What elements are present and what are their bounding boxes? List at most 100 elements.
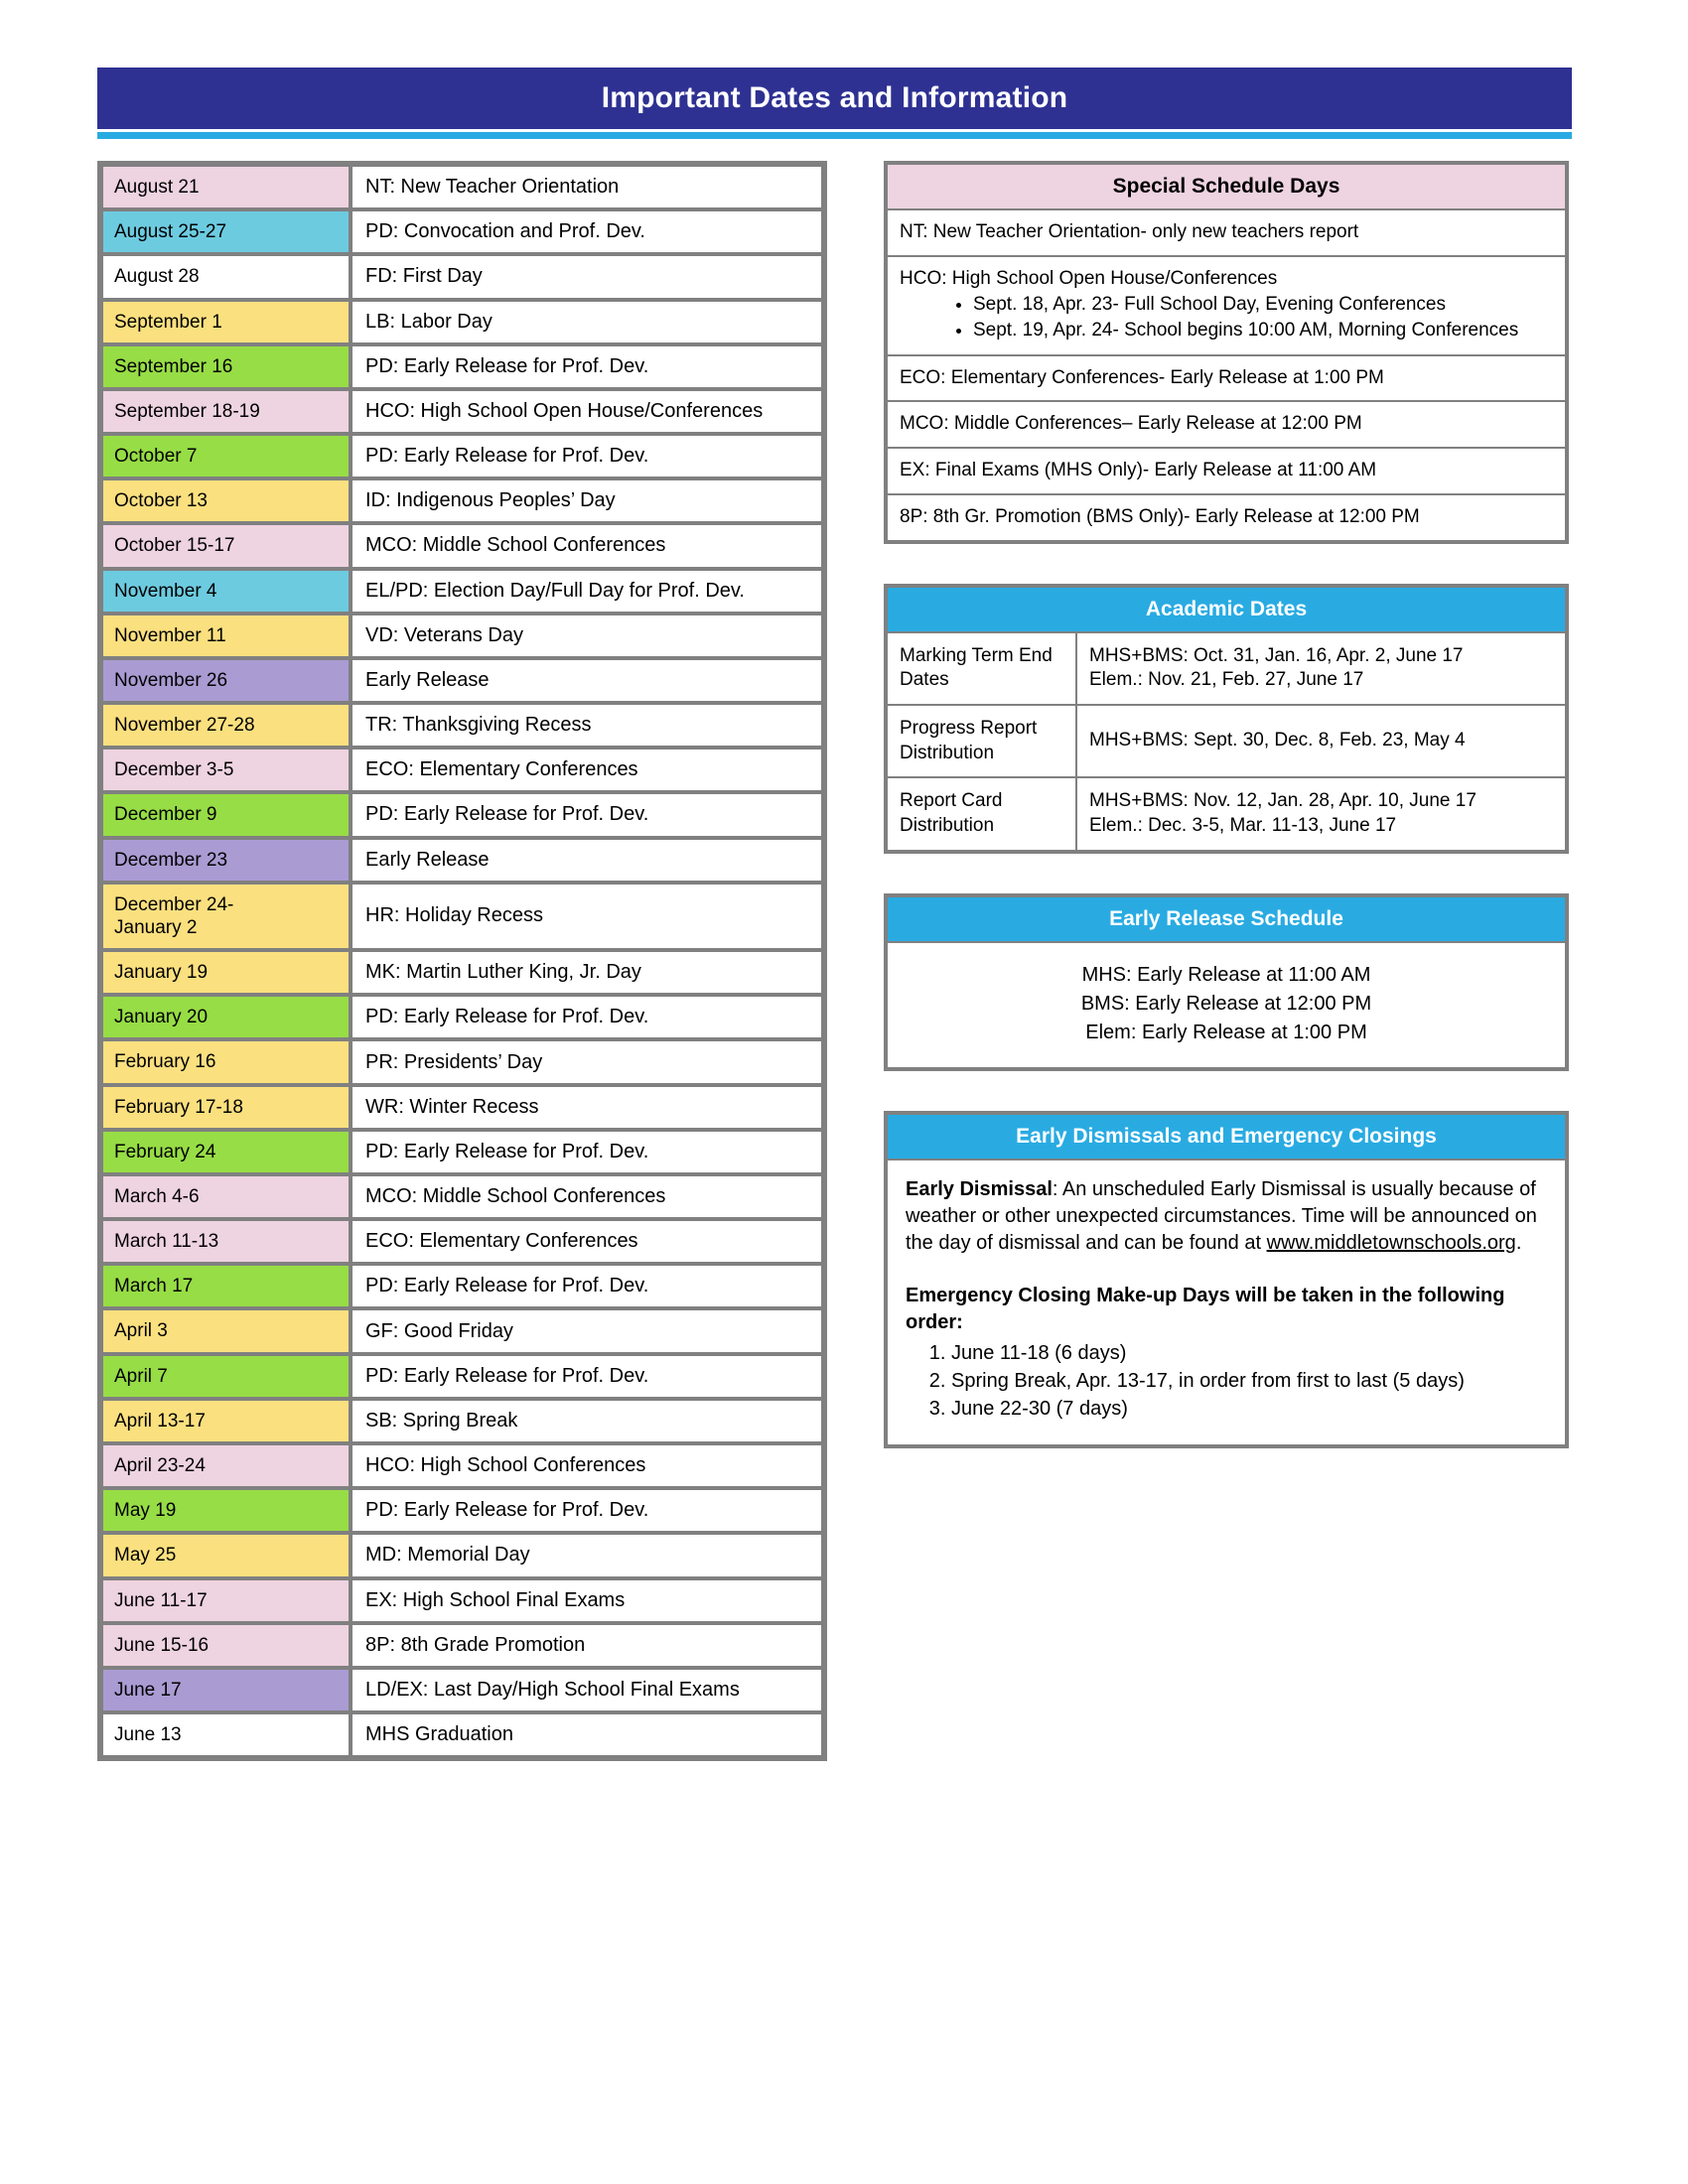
table-row: April 13-17 SB: Spring Break bbox=[101, 1398, 823, 1443]
date-cell: February 24 bbox=[101, 1129, 351, 1174]
table-row: September 18-19 HCO: High School Open Hou… bbox=[101, 388, 823, 435]
event-description-cell: PD: Early Release for Prof. Dev. bbox=[351, 1488, 823, 1534]
academic-date-value: MHS+BMS: Nov. 12, Jan. 28, Apr. 10, June… bbox=[1089, 790, 1477, 836]
table-row: Marking Term End Dates MHS+BMS: Oct. 31, … bbox=[888, 632, 1565, 706]
event-description-cell: LD/EX: Last Day/High School Final Exams bbox=[351, 1667, 823, 1713]
date-cell: May 19 bbox=[101, 1488, 351, 1534]
date-cell: September 1 bbox=[101, 299, 351, 344]
important-dates-table: August 21 NT: New Teacher Orientation Augu… bbox=[97, 161, 827, 1762]
table-row: January 20 PD: Early Release for Prof. De… bbox=[101, 995, 823, 1040]
special-schedule-row-text: HCO: High School Open House/Conferences bbox=[900, 267, 1278, 289]
table-row: October 7 PD: Early Release for Prof. Dev… bbox=[101, 434, 823, 479]
table-row: December 24- January 2 HR: Holiday Recess bbox=[101, 882, 823, 951]
event-description-cell: SB: Spring Break bbox=[351, 1398, 823, 1443]
date-cell: January 19 bbox=[101, 950, 351, 996]
event-description-cell: HCO: High School Conferences bbox=[351, 1442, 823, 1489]
event-description-cell: VD: Veterans Day bbox=[351, 613, 823, 658]
table-row: June 13 MHS Graduation bbox=[101, 1712, 823, 1758]
event-description-cell: WR: Winter Recess bbox=[351, 1084, 823, 1130]
event-description-cell: 8P: 8th Grade Promotion bbox=[351, 1622, 823, 1668]
page-title: Important Dates and Information bbox=[601, 81, 1068, 114]
date-cell: November 26 bbox=[101, 657, 351, 704]
event-description-cell: NT: New Teacher Orientation bbox=[351, 165, 823, 210]
special-schedule-row: HCO: High School Open House/Conferences S… bbox=[888, 257, 1565, 356]
special-schedule-row-text: NT: New Teacher Orientation- only new te… bbox=[900, 221, 1359, 242]
table-row: September 1 LB: Labor Day bbox=[101, 299, 823, 344]
table-row: Progress Report Distribution MHS+BMS: Sep… bbox=[888, 704, 1565, 779]
table-row: Report Card Distribution MHS+BMS: Nov. 12… bbox=[888, 777, 1565, 850]
table-row: June 15-16 8P: 8th Grade Promotion bbox=[101, 1622, 823, 1668]
academic-dates-title: Academic Dates bbox=[888, 587, 1565, 633]
special-schedule-row: MCO: Middle Conferences– Early Release a… bbox=[888, 402, 1565, 450]
banner-bar: Important Dates and Information bbox=[97, 68, 1572, 129]
emergency-closings-title: Early Dismissals and Emergency Closings bbox=[888, 1114, 1565, 1160]
date-cell: December 23 bbox=[101, 837, 351, 883]
table-row: June 11-17 EX: High School Final Exams bbox=[101, 1577, 823, 1623]
special-schedule-row-text: ECO: Elementary Conferences- Early Relea… bbox=[900, 366, 1384, 388]
table-row: January 19 MK: Martin Luther King, Jr. Da… bbox=[101, 950, 823, 996]
date-cell: February 17-18 bbox=[101, 1084, 351, 1130]
early-release-body: MHS: Early Release at 11:00 AM BMS: Earl… bbox=[1080, 963, 1372, 1043]
table-row: February 24 PD: Early Release for Prof. D… bbox=[101, 1129, 823, 1174]
special-schedule-row-text: 8P: 8th Gr. Promotion (BMS Only)- Early … bbox=[900, 505, 1420, 527]
event-description-cell: Early Release bbox=[351, 837, 823, 883]
left-column: August 21 NT: New Teacher Orientation Augu… bbox=[97, 161, 827, 1762]
district-website-link[interactable]: www.middletownschools.org bbox=[1266, 1231, 1516, 1254]
makeup-days-heading: Emergency Closing Make-up Days will be t… bbox=[906, 1284, 1505, 1333]
date-cell: December 3-5 bbox=[101, 748, 351, 793]
table-row: February 16 PR: Presidents’ Day bbox=[101, 1039, 823, 1085]
table-row: April 23-24 HCO: High School Conferences bbox=[101, 1442, 823, 1489]
page-banner: Important Dates and Information bbox=[97, 68, 1572, 139]
event-description-cell: MK: Martin Luther King, Jr. Day bbox=[351, 950, 823, 996]
special-schedule-row: NT: New Teacher Orientation- only new te… bbox=[888, 210, 1565, 257]
date-cell: August 21 bbox=[101, 165, 351, 210]
event-description-cell: HR: Holiday Recess bbox=[351, 882, 823, 951]
event-description-cell: ECO: Elementary Conferences bbox=[351, 748, 823, 793]
event-description-cell: PD: Early Release for Prof. Dev. bbox=[351, 343, 823, 389]
special-schedule-bullet-list: Sept. 18, Apr. 23- Full School Day, Even… bbox=[900, 293, 1553, 342]
date-cell: May 25 bbox=[101, 1533, 351, 1578]
early-dismissal-text: : An unscheduled Early Dismissal is usua… bbox=[906, 1177, 1537, 1254]
table-row: April 7 PD: Early Release for Prof. Dev. bbox=[101, 1353, 823, 1399]
date-cell: October 7 bbox=[101, 434, 351, 479]
date-cell: August 28 bbox=[101, 254, 351, 300]
date-cell: September 16 bbox=[101, 343, 351, 389]
date-cell: April 23-24 bbox=[101, 1442, 351, 1489]
special-schedule-panel: Special Schedule Days NT: New Teacher Or… bbox=[884, 161, 1569, 544]
table-row: November 4 EL/PD: Election Day/Full Day f… bbox=[101, 568, 823, 614]
event-description-cell: PD: Early Release for Prof. Dev. bbox=[351, 792, 823, 838]
emergency-closings-body: Early Dismissal: An unscheduled Early Di… bbox=[888, 1160, 1565, 1444]
date-cell: November 11 bbox=[101, 613, 351, 658]
academic-date-label: Report Card Distribution bbox=[888, 777, 1077, 850]
special-schedule-rows: NT: New Teacher Orientation- only new te… bbox=[888, 210, 1565, 540]
table-row: April 3 GF: Good Friday bbox=[101, 1308, 823, 1354]
early-dismissal-paragraph: Early Dismissal: An unscheduled Early Di… bbox=[906, 1176, 1547, 1257]
academic-date-value: MHS+BMS: Oct. 31, Jan. 16, Apr. 2, June … bbox=[1076, 632, 1565, 706]
table-row: September 16 PD: Early Release for Prof. … bbox=[101, 343, 823, 389]
event-description-cell: HCO: High School Open House/Conferences bbox=[351, 388, 823, 435]
table-row: August 25-27 PD: Convocation and Prof. De… bbox=[101, 209, 823, 255]
event-description-cell: PD: Early Release for Prof. Dev. bbox=[351, 1353, 823, 1399]
makeup-days-list: June 11-18 (6 days)Spring Break, Apr. 13… bbox=[906, 1340, 1547, 1423]
event-description-cell: EL/PD: Election Day/Full Day for Prof. D… bbox=[351, 568, 823, 614]
special-schedule-row: ECO: Elementary Conferences- Early Relea… bbox=[888, 356, 1565, 403]
table-row: June 17 LD/EX: Last Day/High School Final… bbox=[101, 1667, 823, 1713]
list-item: Sept. 19, Apr. 24- School begins 10:00 A… bbox=[973, 319, 1553, 343]
early-release-title: Early Release Schedule bbox=[888, 896, 1565, 943]
table-row: May 25 MD: Memorial Day bbox=[101, 1533, 823, 1578]
date-cell: October 15-17 bbox=[101, 523, 351, 569]
content-columns: August 21 NT: New Teacher Orientation Augu… bbox=[97, 161, 1587, 1762]
date-cell: June 15-16 bbox=[101, 1622, 351, 1668]
date-cell: January 20 bbox=[101, 995, 351, 1040]
date-cell: December 9 bbox=[101, 792, 351, 838]
list-item: Spring Break, Apr. 13-17, in order from … bbox=[951, 1368, 1547, 1394]
date-cell: February 16 bbox=[101, 1039, 351, 1085]
table-row: November 27-28 TR: Thanksgiving Recess bbox=[101, 703, 823, 749]
academic-date-value: MHS+BMS: Sept. 30, Dec. 8, Feb. 23, May … bbox=[1076, 704, 1565, 779]
date-cell: November 4 bbox=[101, 568, 351, 614]
event-description-cell: EX: High School Final Exams bbox=[351, 1577, 823, 1623]
special-schedule-row-text: MCO: Middle Conferences– Early Release a… bbox=[900, 413, 1362, 435]
event-description-cell: PD: Early Release for Prof. Dev. bbox=[351, 1264, 823, 1309]
early-dismissal-label: Early Dismissal bbox=[906, 1177, 1053, 1200]
date-cell: June 13 bbox=[101, 1712, 351, 1758]
